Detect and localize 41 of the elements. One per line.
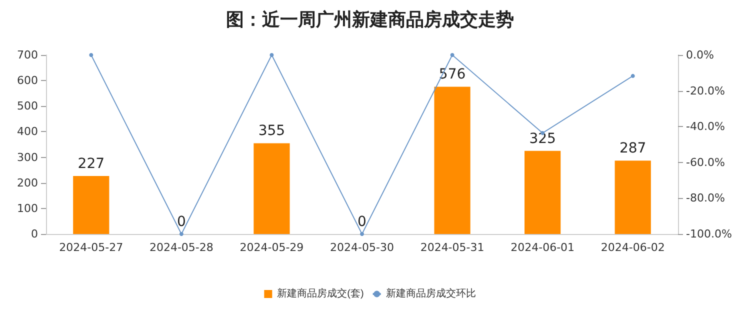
bar [614, 160, 651, 234]
legend-label: 新建商品房成交环比 [386, 288, 476, 300]
x-tick-label: 2024-05-30 [330, 241, 394, 254]
legend-label: 新建商品房成交(套) [277, 288, 364, 300]
chart-title: 图：近一周广州新建商品房成交走势 [226, 10, 514, 30]
y-tick-label: 700 [17, 48, 38, 62]
y-tick-label: 100 [17, 202, 38, 215]
y-tick-label: 500 [17, 100, 38, 113]
point [450, 53, 454, 57]
y-tick-label: 300 [17, 150, 38, 164]
point [630, 74, 635, 78]
x-tick-label: 2024-05-29 [240, 241, 304, 254]
point [179, 232, 184, 236]
data-label: 287 [619, 140, 646, 157]
x-tick-label: 2024-05-28 [149, 241, 214, 254]
data-label: 325 [529, 130, 556, 147]
bar [524, 150, 561, 234]
y-tick-label: 400 [17, 125, 38, 138]
y2-tick-label: -80.0% [686, 192, 725, 205]
point [89, 53, 94, 57]
y2-tick-label: -40.0% [686, 120, 725, 134]
x-tick-label: 2024-05-27 [59, 241, 124, 254]
y2-tick-label: -20.0% [686, 84, 725, 98]
point [270, 53, 274, 57]
bar [434, 86, 470, 234]
y2-tick-label: -100.0% [686, 228, 732, 240]
bar [254, 143, 290, 234]
data-label: 0 [176, 214, 186, 230]
y-tick-label: 600 [17, 74, 38, 88]
x-tick-label: 2024-06-01 [510, 241, 575, 254]
data-label: 0 [358, 214, 366, 230]
y-tick-label: 200 [17, 176, 38, 190]
y2-tick-label: -60.0% [686, 156, 725, 169]
y2-tick-label: 0.0% [686, 48, 714, 62]
point [360, 232, 364, 236]
y-tick-label: 0 [31, 228, 38, 240]
data-label: 227 [78, 156, 105, 172]
data-label: 355 [258, 123, 286, 140]
x-tick-label: 2024-05-31 [420, 241, 484, 254]
x-tick-label: 2024-06-02 [600, 241, 665, 254]
bar [73, 176, 110, 234]
